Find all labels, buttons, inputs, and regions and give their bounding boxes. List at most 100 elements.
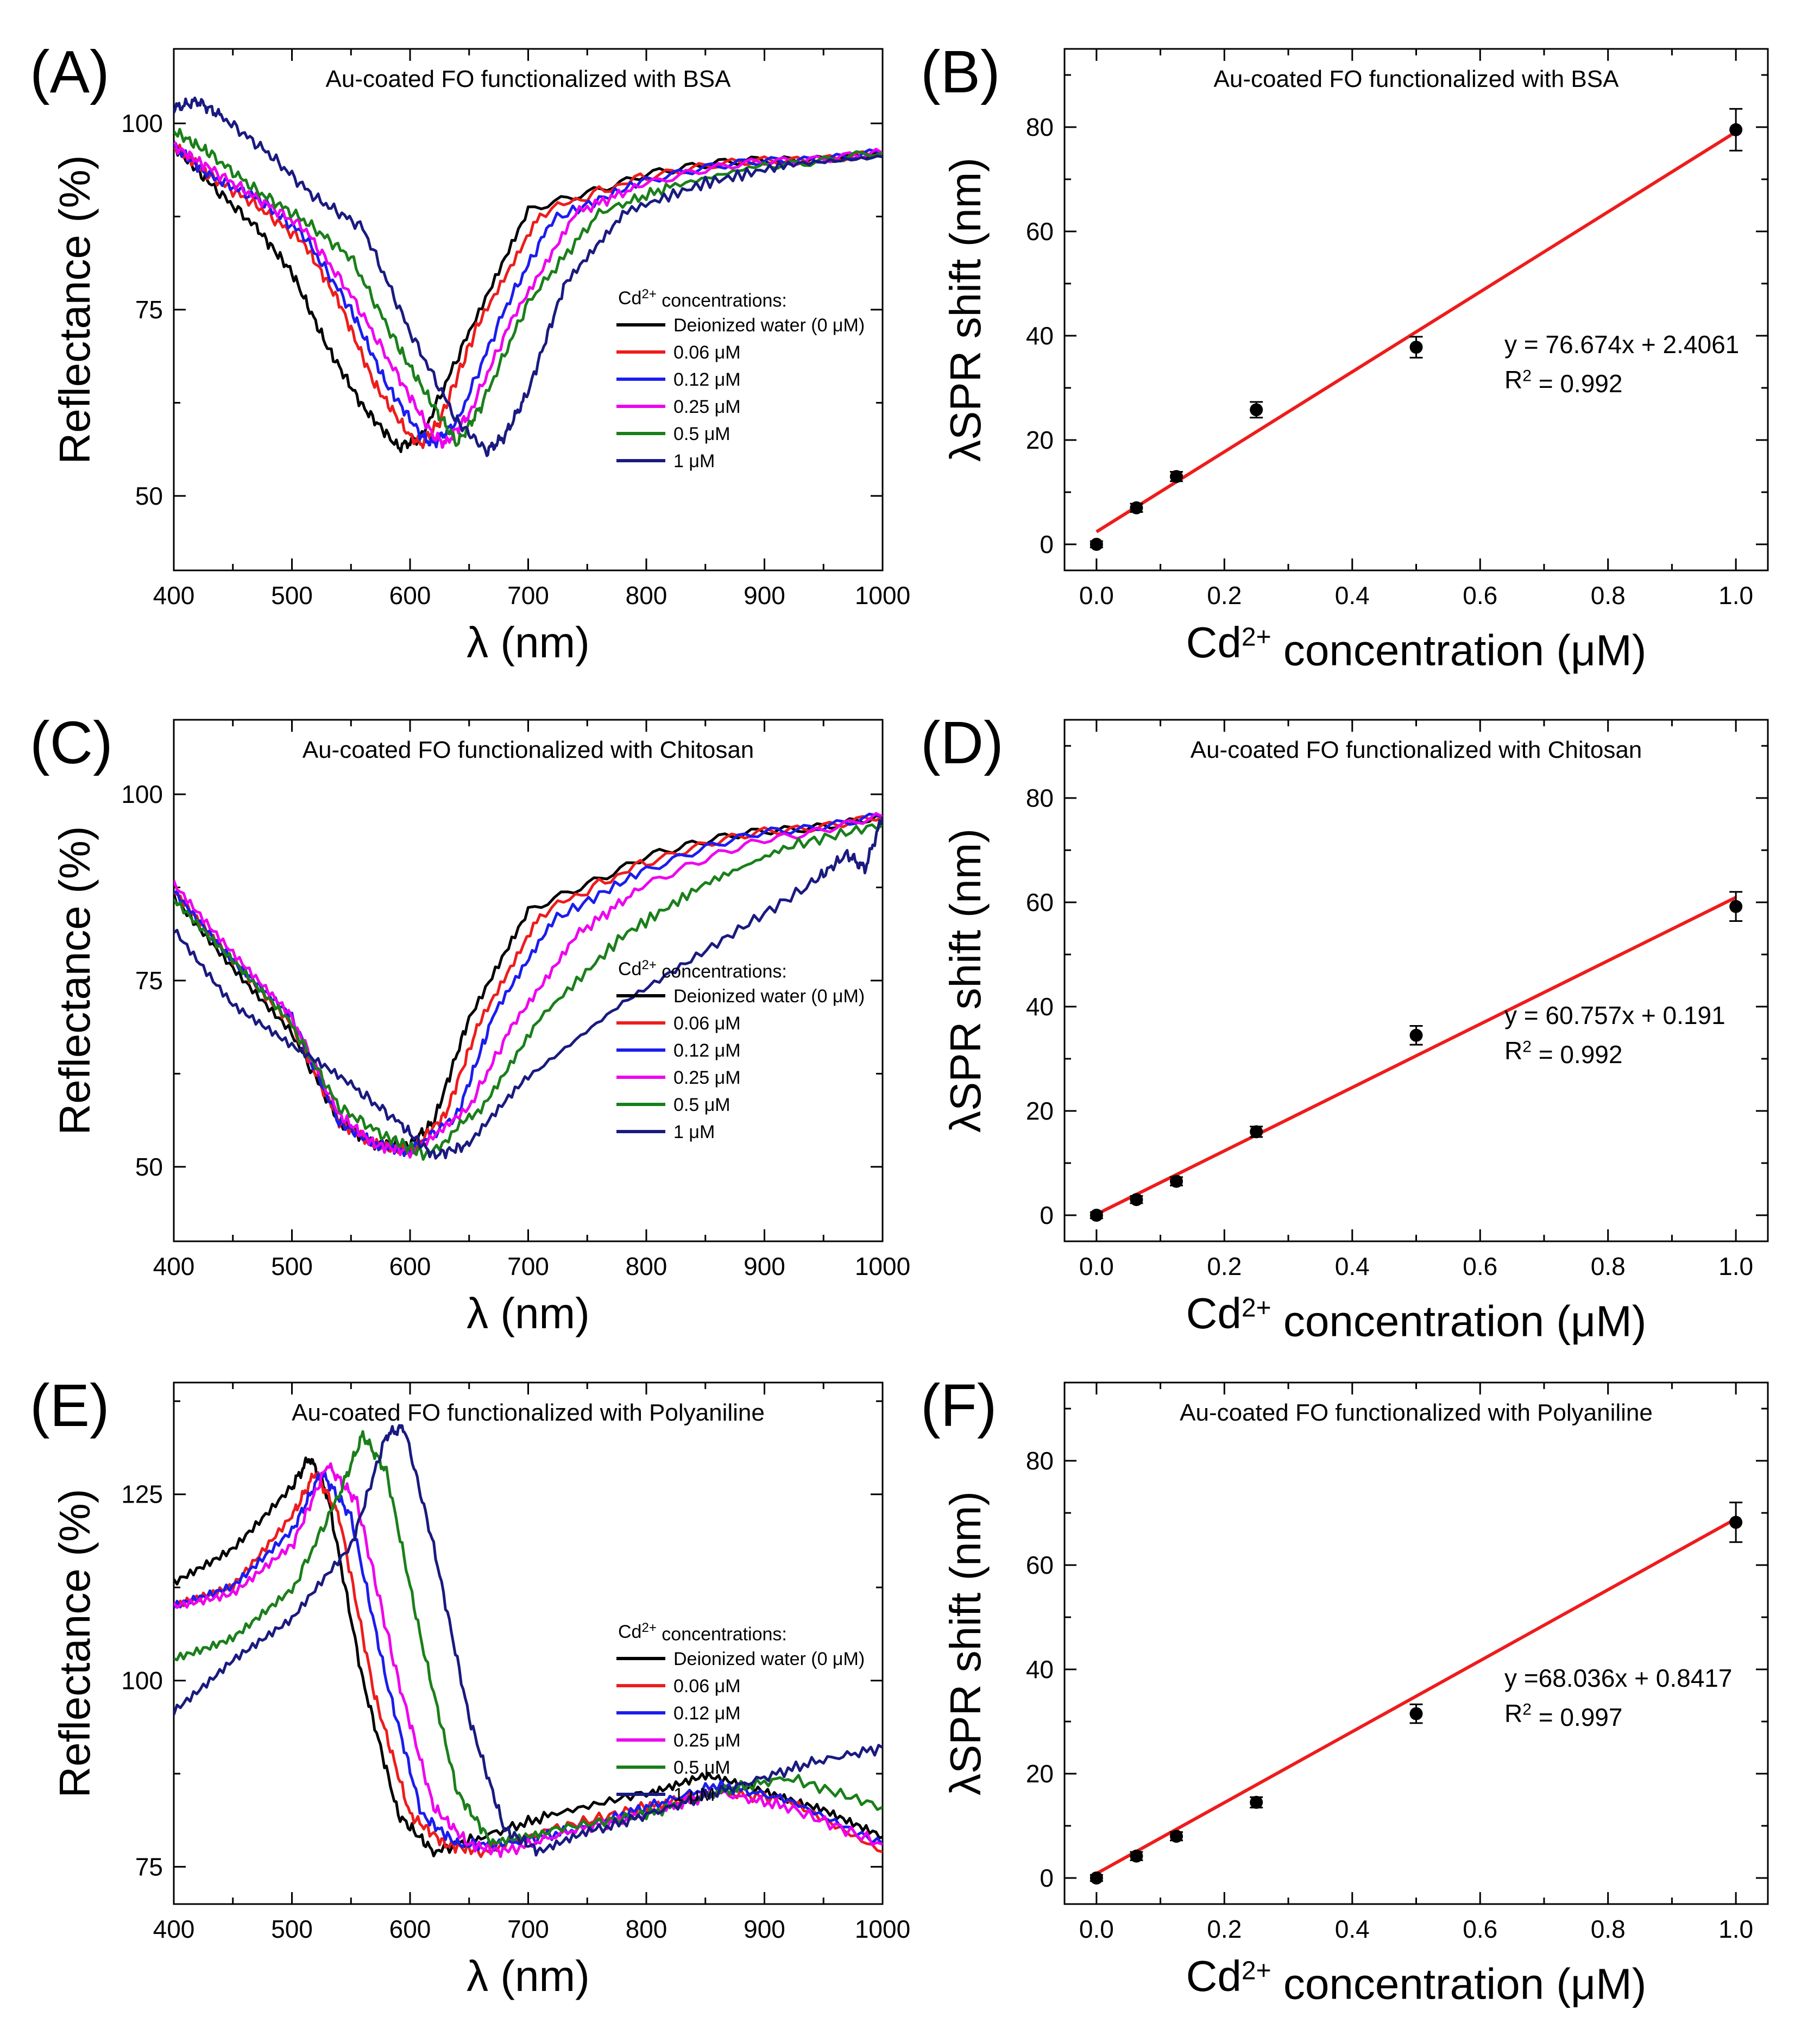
y-axis-title: λSPR shift (nm)	[941, 828, 990, 1133]
y-tick-label: 80	[1026, 784, 1054, 812]
marker	[1729, 900, 1743, 913]
x-tick-label: 900	[744, 1915, 785, 1943]
series-line	[174, 814, 883, 1152]
x-tick-label: 1.0	[1718, 581, 1753, 610]
marker	[1130, 1849, 1143, 1863]
y-tick-label: 40	[1026, 992, 1054, 1021]
legend-entry: 0.12 μM	[673, 369, 741, 390]
marker	[1170, 470, 1183, 483]
series-group	[174, 1424, 883, 1858]
x-tick-label: 900	[744, 1252, 785, 1280]
panel-d: 0.0 0.2 0.4 0.6 0.8 1.0 0 20 40 60 80 (D) Au-coated …	[921, 709, 1769, 1345]
y-tick-label: 125	[121, 1480, 163, 1509]
x-axis-title: Cd2+ concentration (μM)	[1186, 618, 1647, 674]
legend-title: Cd2+ concentrations:	[618, 958, 787, 982]
x-tick-label: 0.4	[1335, 1915, 1370, 1943]
y-tick-label: 40	[1026, 322, 1054, 350]
marker	[1090, 1871, 1103, 1884]
data-point	[1409, 1025, 1423, 1046]
x-axis-title: λ (nm)	[467, 1952, 590, 2000]
data-point	[1090, 1871, 1103, 1884]
panel-a: 400 500 600 700 800 900 1000 50 75 100 (A) Au-coate…	[30, 39, 910, 667]
y-tick-label: 60	[1026, 217, 1054, 246]
x-tick-label: 1000	[855, 1915, 910, 1943]
panel-title: Au-coated FO functionalized with BSA	[1214, 66, 1620, 92]
x-tick-label: 0.4	[1335, 1252, 1370, 1280]
legend-entry: 0.06 μM	[673, 342, 741, 363]
panel-label: (F)	[921, 1372, 997, 1439]
y-tick-label: 20	[1026, 1097, 1054, 1125]
legend-title: Cd2+ concentrations:	[618, 1620, 787, 1644]
x-tick-label: 0.8	[1591, 1252, 1626, 1280]
y-tick-label: 100	[121, 1667, 163, 1695]
marker	[1409, 1028, 1423, 1042]
x-tick-label: 700	[507, 581, 549, 610]
panel-e: 400 500 600 700 800 900 1000 75 100 125 (E) Au-coat…	[30, 1372, 910, 2000]
data-point	[1090, 538, 1103, 551]
panel-label: (D)	[921, 709, 1004, 776]
marker	[1090, 1209, 1103, 1222]
y-axis-title: Reflectance (%)	[51, 826, 99, 1135]
y-tick-label: 75	[135, 1852, 163, 1881]
x-tick-label: 800	[626, 1252, 667, 1280]
series-line	[174, 96, 883, 457]
panel-b: 0.0 0.2 0.4 0.6 0.8 1.0 0 20 40 60 80 (B) Au-coated …	[921, 39, 1769, 674]
panel-f: 0.0 0.2 0.4 0.6 0.8 1.0 0 20 40 60 80 (F) Au-coated …	[921, 1372, 1769, 2008]
legend-entry: 0.12 μM	[673, 1040, 741, 1061]
legend-entry: 1 μM	[673, 451, 715, 472]
series-line	[174, 812, 883, 1159]
x-tick-label: 0.8	[1591, 581, 1626, 610]
legend-title: Cd2+ concentrations:	[618, 287, 787, 311]
y-tick-label: 50	[135, 1153, 163, 1181]
x-axis-title: Cd2+ concentration (μM)	[1186, 1952, 1647, 2008]
y-axis-title: Reflectance (%)	[51, 1488, 99, 1798]
marker	[1170, 1830, 1183, 1843]
data-point	[1090, 1209, 1103, 1222]
panel-label: (A)	[30, 39, 110, 105]
panel-title: Au-coated FO functionalized with Polyani…	[292, 1399, 765, 1426]
series-line	[174, 816, 883, 1160]
x-tick-label: 0.4	[1335, 581, 1370, 610]
series-line	[174, 141, 883, 449]
y-tick-label: 0	[1040, 530, 1054, 558]
legend: Cd2+ concentrations: Deionized water (0 μ…	[616, 287, 865, 472]
x-tick-label: 0.6	[1463, 581, 1497, 610]
x-tick-label: 700	[507, 1252, 549, 1280]
x-tick-label: 0.6	[1463, 1252, 1497, 1280]
x-tick-label: 400	[153, 1252, 195, 1280]
legend-entry: 0.06 μM	[673, 1013, 741, 1034]
x-tick-label: 800	[626, 581, 667, 610]
x-tick-label: 500	[271, 581, 313, 610]
y-tick-label: 100	[121, 109, 163, 137]
y-tick-label: 20	[1026, 1760, 1054, 1788]
data-point	[1250, 1125, 1263, 1139]
legend-entry: 0.25 μM	[673, 1067, 741, 1088]
x-tick-label: 800	[626, 1915, 667, 1943]
marker	[1409, 1707, 1423, 1720]
y-axis-title: Reflectance (%)	[51, 155, 99, 464]
x-axis-title: Cd2+ concentration (μM)	[1186, 1289, 1647, 1345]
x-tick-label: 0.0	[1079, 1252, 1114, 1280]
data-point	[1170, 1830, 1183, 1843]
legend-entry: 0.5 μM	[673, 1757, 730, 1778]
legend-entry: 0.25 μM	[673, 397, 741, 417]
data-point	[1130, 1193, 1143, 1207]
series-line	[174, 141, 883, 454]
y-tick-label: 100	[121, 780, 163, 808]
data-point	[1130, 501, 1143, 514]
x-tick-label: 600	[389, 1252, 431, 1280]
x-tick-label: 700	[507, 1915, 549, 1943]
x-tick-label: 600	[389, 1915, 431, 1943]
panel-c: 400 500 600 700 800 900 1000 50 75 100 (C) Au-coate…	[30, 709, 910, 1337]
marker	[1130, 501, 1143, 514]
marker	[1250, 403, 1263, 417]
fit-line	[1095, 130, 1737, 533]
marker	[1250, 1795, 1263, 1809]
x-tick-label: 0.6	[1463, 1915, 1497, 1943]
x-tick-label: 600	[389, 581, 431, 610]
x-axis-title: λ (nm)	[467, 618, 590, 667]
fit-r-squared: R2 = 0.992	[1504, 1037, 1622, 1069]
fit-equation: y = 60.757x + 0.191	[1504, 1001, 1725, 1029]
series-line	[174, 1469, 883, 1852]
